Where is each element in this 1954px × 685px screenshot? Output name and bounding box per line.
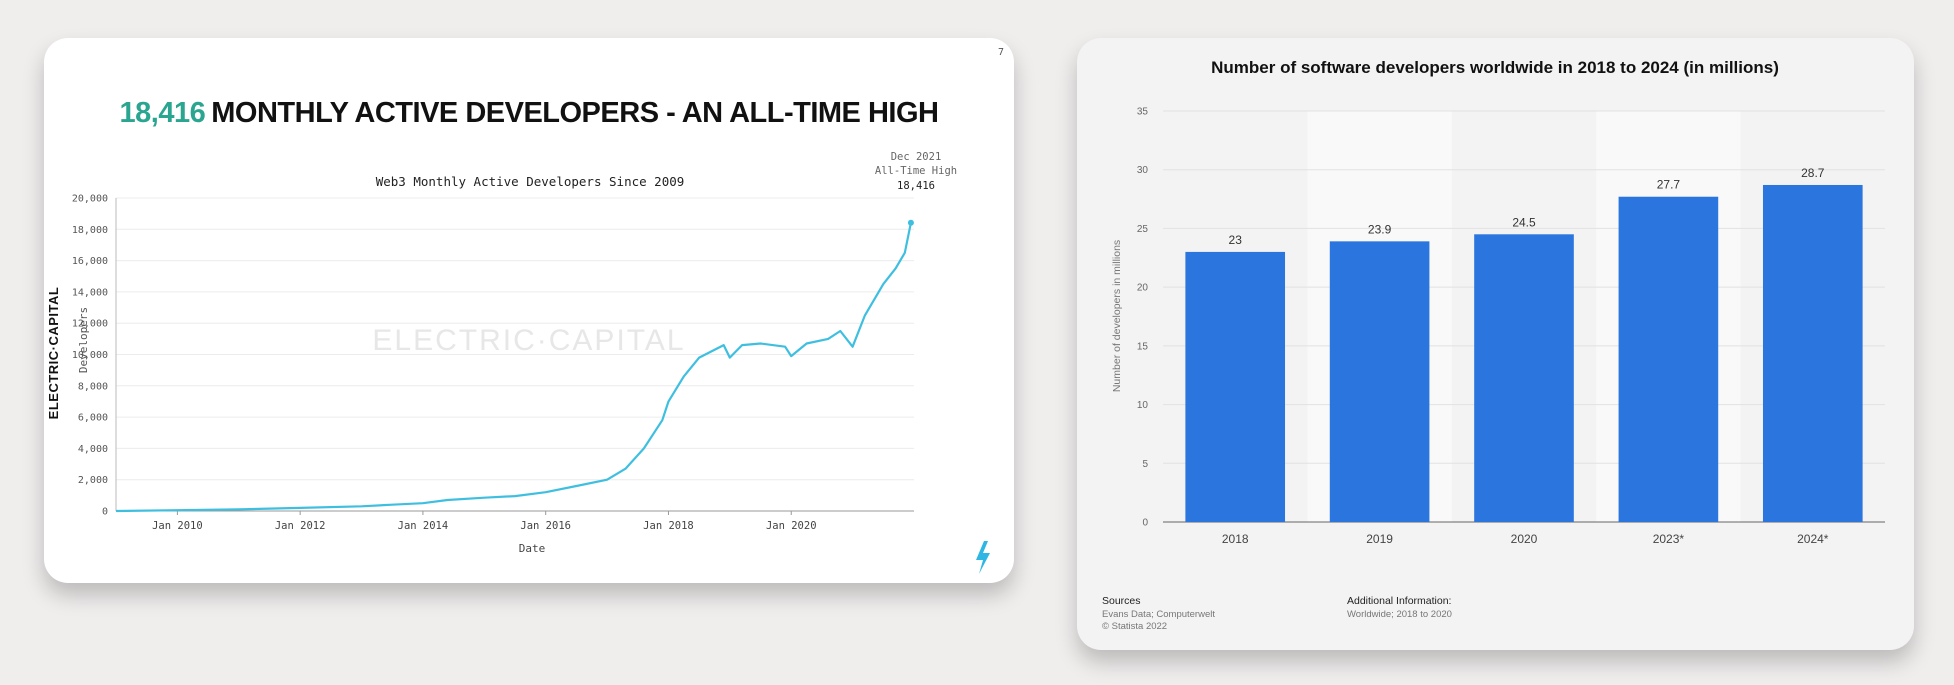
bars: 23 2018 23.9 2019 24.5 2020 27.7 2023* 28.7 2024* xyxy=(1185,166,1863,546)
x-tick-label: 2024* xyxy=(1797,532,1829,546)
x-tick-label: 2019 xyxy=(1366,532,1393,546)
bar xyxy=(1762,184,1863,523)
y-axis-label: Number of developers in millions xyxy=(1111,240,1123,392)
annotation-value: 18,416 xyxy=(897,180,935,192)
y-tick-label: 5 xyxy=(1142,459,1148,470)
bar xyxy=(1329,241,1430,523)
annotation-date: Dec 2021 xyxy=(891,151,942,163)
page-title: 18,416 MONTHLY ACTIVE DEVELOPERS - AN ALL… xyxy=(120,97,939,129)
y-tick-label: 30 xyxy=(1137,165,1149,176)
additional-info-label: Additional Information: xyxy=(1347,595,1451,607)
headline-number: 18,416 xyxy=(120,97,206,129)
web3-developers-line-chart: 7 18,416 MONTHLY ACTIVE DEVELOPERS - AN A… xyxy=(46,47,1004,574)
bar-value-label: 24.5 xyxy=(1512,215,1536,229)
watermark: ELECTRIC·CAPITAL xyxy=(372,324,685,357)
additional-info-text: Worldwide; 2018 to 2020 xyxy=(1347,609,1452,620)
x-axis-label: Date xyxy=(519,542,546,555)
y-tick-label: 15 xyxy=(1137,341,1149,352)
bar-value-label: 23.9 xyxy=(1368,222,1392,236)
x-tick-label: Jan 2020 xyxy=(766,520,817,532)
y-tick-label: 0 xyxy=(102,507,108,518)
y-tick-label: 6,000 xyxy=(78,413,108,424)
y-tick-label: 10,000 xyxy=(72,350,108,361)
electric-capital-slide: 7 18,416 MONTHLY ACTIVE DEVELOPERS - AN A… xyxy=(44,38,1014,583)
developers-series-line xyxy=(115,222,912,513)
chart-gridlines xyxy=(115,197,914,512)
y-tick-label: 14,000 xyxy=(72,287,108,298)
y-tick-label: 10 xyxy=(1137,400,1149,411)
bar-value-label: 28.7 xyxy=(1801,166,1825,180)
y-tick-label: 25 xyxy=(1137,224,1149,235)
sources-line-2: © Statista 2022 xyxy=(1102,621,1167,632)
software-developers-bar-chart: Number of software developers worldwide … xyxy=(1102,58,1885,632)
y-tick-label: 12,000 xyxy=(72,319,108,330)
x-tick-label: 2020 xyxy=(1511,532,1538,546)
y-tick-label: 20,000 xyxy=(72,194,108,205)
sources-label: Sources xyxy=(1102,595,1141,607)
x-tick-label: Jan 2014 xyxy=(398,520,449,532)
page-number: 7 xyxy=(998,47,1004,58)
x-tick-label: Jan 2010 xyxy=(152,520,203,532)
y-tick-label: 18,000 xyxy=(72,225,108,236)
lightning-bolt-icon xyxy=(976,541,990,574)
sources-line-1: Evans Data; Computerwelt xyxy=(1102,609,1215,620)
brand-logo-text: ELECTRIC·CAPITAL xyxy=(46,287,61,420)
y-tick-label: 20 xyxy=(1137,283,1149,294)
y-tick-label: 8,000 xyxy=(78,381,108,392)
y-tick-label: 35 xyxy=(1137,107,1149,118)
x-tick-label: Jan 2012 xyxy=(275,520,326,532)
chart-title: Web3 Monthly Active Developers Since 200… xyxy=(376,174,685,189)
bar-value-label: 23 xyxy=(1229,233,1243,247)
headline-text: MONTHLY ACTIVE DEVELOPERS - AN ALL-TIME … xyxy=(211,97,938,129)
x-tick-label: Jan 2018 xyxy=(643,520,694,532)
y-tick-labels: 0 5 10 15 20 25 30 35 xyxy=(1137,107,1149,529)
y-tick-label: 16,000 xyxy=(72,256,108,267)
y-tick-label: 2,000 xyxy=(78,475,108,486)
x-tick-label: 2023* xyxy=(1653,532,1685,546)
all-time-high-point xyxy=(907,219,914,226)
bar xyxy=(1474,234,1574,523)
y-axis-label: Developers xyxy=(77,307,90,373)
statista-chart-card: Number of software developers worldwide … xyxy=(1077,38,1914,650)
bar xyxy=(1618,196,1719,523)
y-tick-label: 0 xyxy=(1142,518,1148,529)
x-tick-label: Jan 2016 xyxy=(520,520,571,532)
bar xyxy=(1185,251,1286,522)
annotation-label: All-Time High xyxy=(875,165,957,177)
x-tick-label: 2018 xyxy=(1222,532,1249,546)
x-tick-labels: Jan 2010 Jan 2012 Jan 2014 Jan 2016 Jan 2018… xyxy=(152,511,817,532)
y-tick-labels: 0 2,000 4,000 6,000 8,000 10,000 12,000 14,000 1… xyxy=(72,194,108,518)
chart-title: Number of software developers worldwide … xyxy=(1211,58,1779,77)
bar-value-label: 27.7 xyxy=(1657,178,1681,192)
y-tick-label: 4,000 xyxy=(78,444,108,455)
